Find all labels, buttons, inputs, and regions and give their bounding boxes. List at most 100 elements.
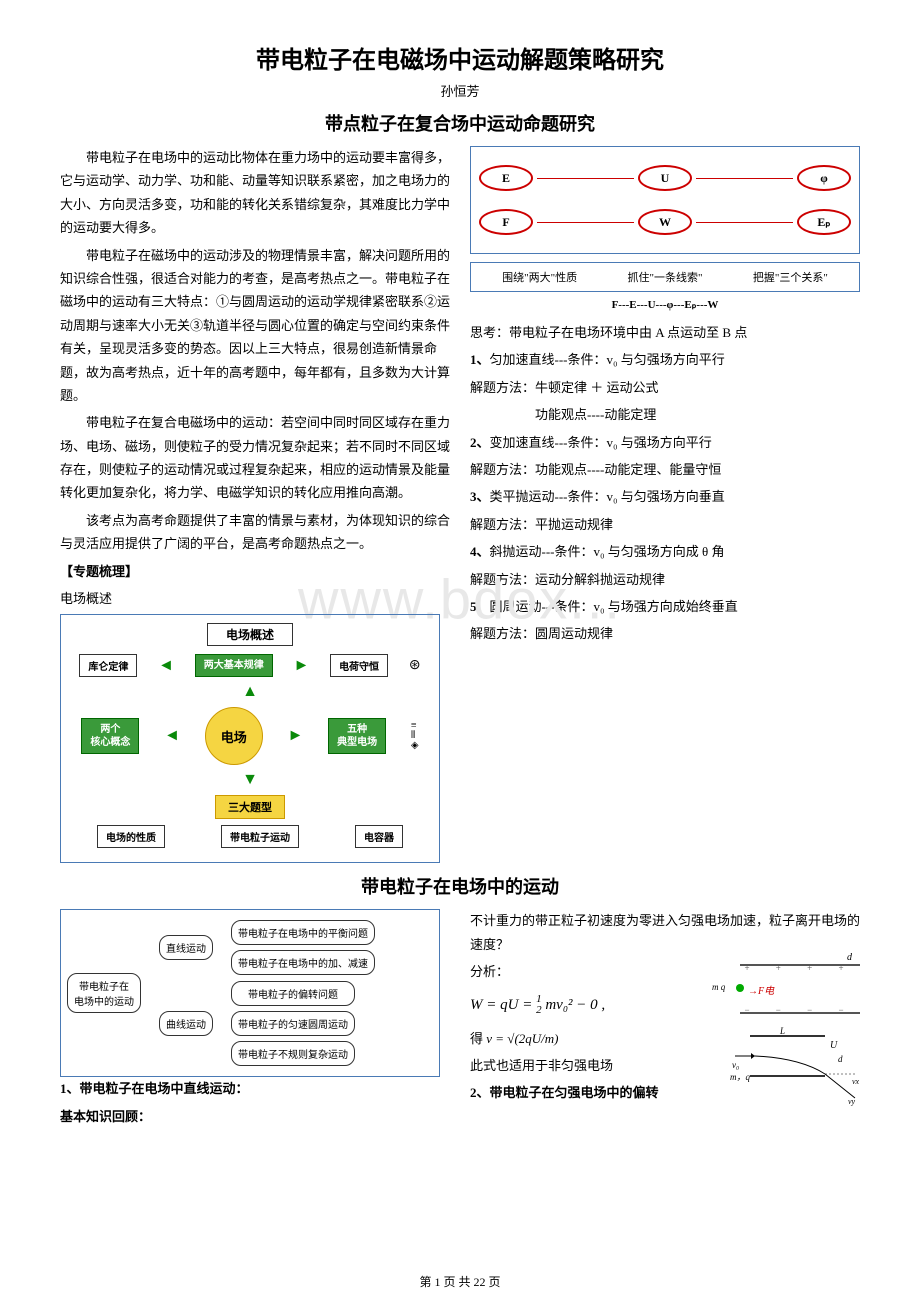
deflect-figure: L U v₀ m，q d vy vx [730,1026,860,1106]
cm-top-right: 电荷守恒 [330,654,388,677]
cm-bottom-mid: 三大题型 [215,795,285,819]
section2-two-col: 带电粒子在 电场中的运动 直线运动 带电粒子在电场中的平衡问题 带电粒子在电场中… [60,909,860,1132]
page-footer: 第 1 页 共 22 页 [0,1273,920,1290]
s2r-p3: 得 v = √(2qU/m) [470,1027,715,1050]
cm-bottom-2: 带电粒子运动 [221,825,299,848]
cm-top-left: 库仑定律 [79,654,137,677]
s2r-p1: 不计重力的带正粒子初速度为零进入匀强电场加速，粒子离开电场的速度？ [470,909,860,956]
arrow-up-icon: ▲ [242,683,258,700]
think-1: 1、匀加速直线---条件：v₀ 与匀强场方向平行 [470,348,860,371]
author: 孙恒芳 [60,81,860,100]
arrow-icon: ► [288,727,304,745]
page-title: 带电粒子在电磁场中运动解题策略研究 [60,40,860,75]
s2r-p2: 分析： [470,960,715,983]
node-U: U [638,165,692,191]
field-lines-icon: ≡⦀◈ [411,721,419,751]
think-1-m: 解题方法：牛顿定律 ＋ 运动公式 [470,376,860,399]
particle-icon [736,984,744,992]
caption-1: 围绕"两大"性质 [502,269,577,285]
tree-b2-l2: 带电粒子的匀速圆周运动 [231,1011,355,1036]
arrow-down-icon: ▼ [242,771,258,788]
node-Ep: Eₚ [797,209,851,235]
tree-b2-l1: 带电粒子的偏转问题 [231,981,355,1006]
cm-center-circle: 电场 [205,707,263,765]
hline [696,178,793,179]
outline-sub: 电场概述 [60,587,450,610]
cm-bottom-3: 电容器 [355,825,403,848]
think-3-m: 解题方法：平抛运动规律 [470,513,860,536]
tree-b1-l2: 带电粒子在电场中的加、减速 [231,950,375,975]
fig2-v0: v₀ [732,1060,739,1070]
node-E: E [479,165,533,191]
caption-boxes: 围绕"两大"性质 抓住"一条线索" 把握"三个关系" [470,262,860,292]
cm-mid-left: 两个 核心概念 [81,718,139,754]
outline-label: 【专题梳理】 [60,560,450,583]
intro-p3: 带电粒子在复合电磁场中的运动：若空间中同时同区域存在重力场、电场、磁场，则使粒子… [60,411,450,505]
think-2-m: 解题方法：功能观点----动能定理、能量守恒 [470,458,860,481]
hline [537,178,634,179]
think-1-m2: 功能观点----动能定理 [470,403,860,426]
s2-col-right: 不计重力的带正粒子初速度为零进入匀强电场加速，粒子离开电场的速度？ 分析： W … [470,909,860,1132]
caption-3: 把握"三个关系" [753,269,828,285]
fig2-L: L [779,1026,785,1036]
col-right: E U φ F W Eₚ 围绕"两大"性质 抓住"一条线索" 把握"三个关系" … [470,146,860,863]
relation-diagram: E U φ F W Eₚ [470,146,860,254]
tree-b1: 直线运动 [159,935,213,960]
s2r-p4: 此式也适用于非匀强电场 [470,1054,715,1077]
node-F: F [479,209,533,235]
fig1-F: →F电 [748,982,774,997]
think-3: 3、类平抛运动---条件：v₀ 与匀强场方向垂直 [470,485,860,508]
think-4-m: 解题方法：运动分解斜抛运动规律 [470,568,860,591]
s2-col-left: 带电粒子在 电场中的运动 直线运动 带电粒子在电场中的平衡问题 带电粒子在电场中… [60,909,450,1132]
fig2-d: d [838,1054,843,1064]
minus-row: − − − − [740,1005,860,1015]
thinking-header: 思考：带电粒子在电场环境中由 A 点运动至 B 点 [470,321,860,344]
col-left: 带电粒子在电场中的运动比物体在重力场中的运动要丰富得多，它与运动学、动力学、功和… [60,146,450,863]
figures-col: d m q →F电 + + + + − − − − L U v [725,960,860,1106]
think-2: 2、变加速直线---条件：v₀ 与强场方向平行 [470,431,860,454]
s2-h1: 1、带电粒子在电场中直线运动： [60,1077,450,1100]
tree-b2: 曲线运动 [159,1011,213,1036]
atom-icon: ⊛ [409,657,421,674]
section2-title: 带电粒子在电场中的运动 [60,873,860,899]
main-two-col: 带电粒子在电场中的运动比物体在重力场中的运动要丰富得多，它与运动学、动力学、功和… [60,146,860,863]
tree-root-node: 带电粒子在 电场中的运动 [67,973,141,1013]
caption-2: 抓住"一条线索" [628,269,703,285]
tree-diagram: 带电粒子在 电场中的运动 直线运动 带电粒子在电场中的平衡问题 带电粒子在电场中… [60,909,440,1077]
deflect-svg: L U v₀ m，q d vy vx [730,1026,860,1106]
s2-h2: 基本知识回顾： [60,1105,450,1128]
fig2-mq: m，q [730,1072,750,1082]
accel-figure: d m q →F电 + + + + − − − − [740,964,860,1014]
s2r-h2: 2、带电粒子在匀强电场中的偏转 [470,1081,715,1104]
plus-row: + + + + [740,963,860,973]
cm-title: 电场概述 [207,623,293,646]
relation-formula: F---E---U---φ---Eₚ---W [470,298,860,311]
formula-1: W = qU = 1 2 mv₀² − 0 , [470,992,715,1019]
think-5-m: 解题方法：圆周运动规律 [470,622,860,645]
tree-b1-l1: 带电粒子在电场中的平衡问题 [231,920,375,945]
fig2-vx: vx [852,1077,860,1086]
think-5: 5、圆周运动---条件：v₀ 与场强方向成始终垂直 [470,595,860,618]
formula-2: v = √(2qU/m) [486,1031,558,1046]
section1-title: 带点粒子在复合场中运动命题研究 [60,110,860,136]
node-phi: φ [797,165,851,191]
think-4: 4、斜抛运动---条件：v₀ 与匀强场方向成 θ 角 [470,540,860,563]
arrow-icon: ► [293,657,309,675]
intro-p1: 带电粒子在电场中的运动比物体在重力场中的运动要丰富得多，它与运动学、动力学、功和… [60,146,450,240]
concept-map-diagram: 电场概述 库仑定律 ◄ 两大基本规律 ► 电荷守恒 ⊛ ▲ 两个 核心概念 ◄ … [60,614,440,863]
cm-mid-right: 五种 典型电场 [328,718,386,754]
arrow-icon: ◄ [164,727,180,745]
fig1-d: d [847,952,852,963]
fig2-U: U [830,1040,838,1051]
arrow-icon: ◄ [158,657,174,675]
cm-top-mid: 两大基本规律 [195,654,273,677]
fig1-mq: m q [712,982,725,992]
cm-bottom-1: 电场的性质 [97,825,165,848]
intro-p4: 该考点为高考命题提供了丰富的情景与素材，为体现知识的综合与灵活应用提供了广阔的平… [60,509,450,556]
hline [537,222,634,223]
tree-b2-l3: 带电粒子不规则复杂运动 [231,1041,355,1066]
intro-p2: 带电粒子在磁场中的运动涉及的物理情景丰富，解决问题所用的知识综合性强，很适合对能… [60,244,450,408]
hline [696,222,793,223]
node-W: W [638,209,692,235]
fig2-vy: vy [848,1097,856,1106]
